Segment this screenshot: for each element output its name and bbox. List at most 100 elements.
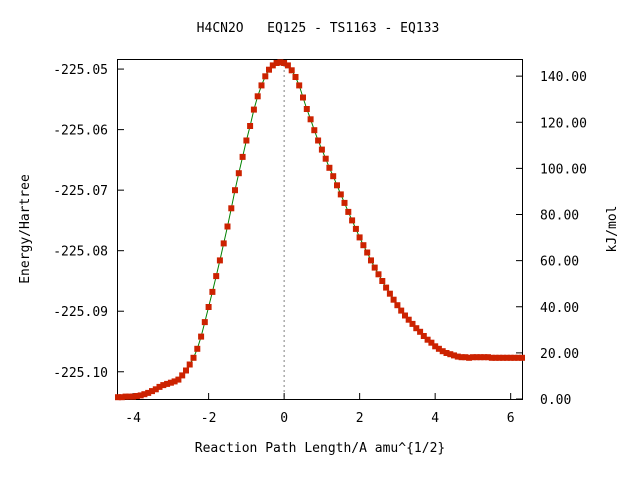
y-tick-label: -225.09 xyxy=(53,305,108,320)
x-axis-label: Reaction Path Length/A amu^{1/2} xyxy=(195,441,445,456)
data-point xyxy=(503,354,510,361)
data-point xyxy=(341,199,348,206)
data-point xyxy=(213,273,220,280)
data-point xyxy=(454,353,461,360)
data-point xyxy=(345,208,352,215)
data-point xyxy=(118,394,125,401)
data-point xyxy=(179,372,186,379)
data-point xyxy=(216,257,223,264)
data-point xyxy=(186,361,193,368)
data-point xyxy=(190,354,197,361)
data-point xyxy=(334,182,340,189)
data-point xyxy=(417,328,424,335)
data-point xyxy=(368,257,374,264)
data-point xyxy=(496,354,503,361)
data-point xyxy=(398,307,405,314)
data-point xyxy=(300,94,306,101)
energy-curve-line xyxy=(118,61,522,398)
data-point xyxy=(379,278,386,284)
data-point xyxy=(409,320,416,327)
data-point xyxy=(428,339,435,346)
data-point xyxy=(269,62,276,69)
data-point xyxy=(443,350,450,356)
data-point xyxy=(235,170,242,177)
data-point xyxy=(451,352,457,359)
y2-tick-label: 40.00 xyxy=(540,301,579,316)
data-point xyxy=(133,393,140,399)
data-point xyxy=(360,242,367,249)
data-point xyxy=(315,137,322,144)
data-point xyxy=(466,354,473,361)
y-axis-ticks: -225.05 -225.06 -225.07 -225.08 -225.09 -225.… xyxy=(53,63,124,381)
data-point xyxy=(473,354,480,361)
y-axis-label: Energy/Hartree xyxy=(18,174,33,284)
y-tick-label: -225.08 xyxy=(53,245,108,260)
data-point xyxy=(375,271,382,278)
data-point xyxy=(273,60,280,66)
data-point xyxy=(126,393,133,400)
data-point xyxy=(198,333,205,340)
data-point xyxy=(349,217,356,224)
data-point xyxy=(183,367,189,374)
data-point xyxy=(130,393,137,400)
x-axis-ticks: -4 -2 0 2 4 6 xyxy=(125,393,515,426)
data-point xyxy=(477,354,484,361)
y2-tick-label: 20.00 xyxy=(540,347,579,362)
data-point xyxy=(420,333,427,339)
data-point xyxy=(413,325,420,332)
data-point xyxy=(303,106,310,112)
y2-tick-label: 60.00 xyxy=(540,255,579,270)
data-point xyxy=(326,164,333,171)
data-point xyxy=(167,379,174,386)
data-point xyxy=(386,290,393,297)
y-tick-label: -225.06 xyxy=(53,124,108,139)
data-point xyxy=(122,393,129,400)
y-tick-label: -225.07 xyxy=(53,184,108,199)
data-point xyxy=(205,304,212,310)
data-point xyxy=(292,74,299,80)
data-point xyxy=(281,60,288,66)
energy-data-points xyxy=(115,59,525,401)
data-point xyxy=(364,249,371,256)
data-point xyxy=(115,394,121,401)
data-point xyxy=(296,82,303,89)
data-point xyxy=(462,354,469,361)
data-point xyxy=(239,153,246,160)
y2-axis-label: kJ/mol xyxy=(605,206,620,253)
data-point xyxy=(247,123,254,129)
data-point xyxy=(171,378,178,385)
data-point xyxy=(307,116,314,123)
data-point xyxy=(175,376,182,383)
data-point xyxy=(258,82,265,89)
y2-tick-label: 120.00 xyxy=(540,116,587,131)
data-point xyxy=(156,383,163,390)
y2-tick-label: 0.00 xyxy=(540,393,571,408)
data-point xyxy=(145,389,152,396)
data-point xyxy=(337,191,344,198)
x-tick-label: 6 xyxy=(507,411,515,426)
data-point xyxy=(232,187,238,194)
data-point xyxy=(318,146,325,153)
data-point xyxy=(288,67,295,74)
data-point xyxy=(485,354,491,361)
data-point xyxy=(405,316,412,323)
chart-title: H4CN2O EQ125 - TS1163 - EQ133 xyxy=(197,21,440,36)
y-tick-label: -225.10 xyxy=(53,366,108,381)
data-point xyxy=(137,392,144,399)
data-point xyxy=(458,354,465,361)
y2-tick-label: 140.00 xyxy=(540,70,587,85)
data-point xyxy=(149,388,155,395)
x-tick-label: -2 xyxy=(201,411,217,426)
data-point xyxy=(243,137,250,144)
data-point xyxy=(228,205,235,212)
data-point xyxy=(432,343,439,350)
data-point xyxy=(164,380,171,387)
data-point xyxy=(277,59,284,66)
y-tick-label: -225.05 xyxy=(53,63,108,78)
x-tick-label: 4 xyxy=(431,411,439,426)
data-point xyxy=(402,312,408,319)
data-point xyxy=(352,225,359,232)
data-point xyxy=(447,351,454,358)
data-point xyxy=(511,354,518,361)
